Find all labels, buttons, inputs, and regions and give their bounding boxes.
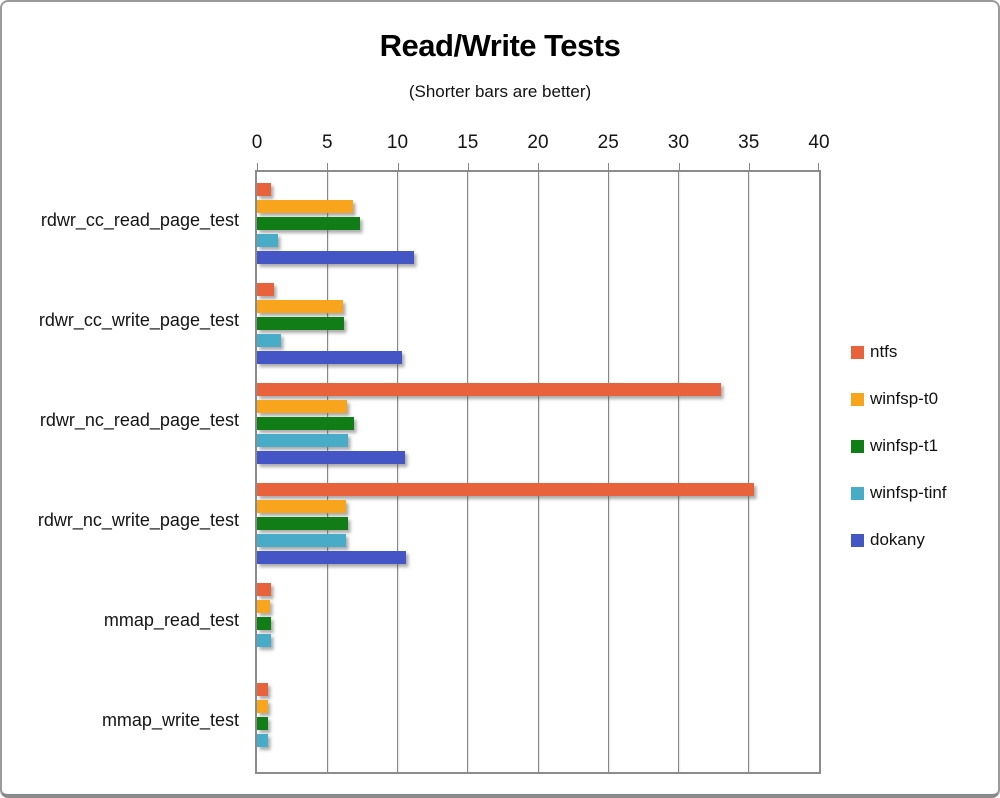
legend-label: ntfs bbox=[870, 342, 898, 361]
bar-winfsp-t0 bbox=[257, 400, 347, 413]
bar-winfsp-tinf bbox=[257, 634, 272, 647]
bar-winfsp-t0 bbox=[257, 700, 269, 713]
y-axis-category-label: rdwr_cc_read_page_test bbox=[40, 209, 239, 230]
category-band bbox=[257, 172, 819, 272]
bar-ntfs bbox=[257, 683, 269, 696]
gridline bbox=[326, 172, 328, 772]
x-axis-tick-label: 15 bbox=[457, 132, 479, 153]
bar-winfsp-tinf bbox=[257, 534, 346, 547]
category-band bbox=[257, 472, 819, 572]
bar-winfsp-t1 bbox=[257, 217, 360, 230]
bar-ntfs bbox=[257, 183, 272, 196]
legend-swatch-icon bbox=[851, 345, 864, 359]
x-axis: 0 5 10 15 20 25 30 35 40 bbox=[2, 132, 998, 156]
gridline bbox=[607, 172, 609, 772]
bar-dokany bbox=[257, 251, 415, 264]
chart-subtitle: (Shorter bars are better) bbox=[408, 82, 592, 101]
gridline bbox=[748, 172, 750, 772]
bar-dokany bbox=[257, 351, 402, 364]
axis-tick bbox=[397, 163, 399, 172]
axis-tick bbox=[538, 163, 539, 172]
legend-item-ntfs: ntfs bbox=[851, 342, 947, 362]
bar-winfsp-tinf bbox=[257, 334, 281, 347]
x-axis-tick-label: 25 bbox=[597, 132, 619, 153]
bar-winfsp-t1 bbox=[257, 617, 272, 630]
bar-winfsp-t1 bbox=[257, 517, 349, 530]
legend-item-winfsp-tinf: winfsp-tinf bbox=[851, 483, 947, 503]
legend-item-winfsp-t0: winfsp-t0 bbox=[851, 389, 947, 409]
axis-tick bbox=[608, 163, 610, 172]
bar-winfsp-t1 bbox=[257, 717, 269, 730]
chart-title: Read/Write Tests bbox=[379, 28, 621, 63]
legend-label: winfsp-t0 bbox=[870, 389, 939, 408]
bar-winfsp-t0 bbox=[257, 600, 270, 613]
legend-swatch-icon bbox=[851, 392, 864, 406]
x-axis-tick-label: 40 bbox=[808, 132, 830, 153]
x-axis-tick-label: 0 bbox=[251, 132, 263, 153]
bar-ntfs bbox=[257, 583, 272, 596]
bar-ntfs bbox=[257, 283, 274, 296]
bar-dokany bbox=[257, 451, 405, 464]
legend-item-winfsp-t1: winfsp-t1 bbox=[851, 436, 947, 456]
bar-winfsp-t0 bbox=[257, 200, 353, 213]
axis-tick bbox=[257, 163, 258, 172]
x-axis-tick-label: 10 bbox=[386, 132, 409, 153]
bar-ntfs bbox=[257, 383, 721, 396]
plot-area bbox=[255, 163, 821, 774]
bar-winfsp-t1 bbox=[257, 417, 354, 430]
category-band bbox=[257, 572, 819, 672]
gridline bbox=[678, 172, 679, 772]
x-axis-tick-label: 35 bbox=[738, 132, 760, 153]
axis-tick bbox=[678, 163, 680, 172]
legend-swatch-icon bbox=[851, 533, 864, 547]
category-band bbox=[257, 272, 819, 372]
bar-winfsp-tinf bbox=[257, 734, 269, 747]
bar-winfsp-t0 bbox=[257, 300, 343, 313]
gridline bbox=[397, 172, 398, 772]
x-axis-tick-label: 5 bbox=[321, 132, 333, 153]
category-band bbox=[257, 372, 819, 472]
x-axis-tick-label: 20 bbox=[527, 132, 549, 153]
gridline bbox=[537, 172, 539, 772]
legend: ntfs winfsp-t0 winfsp-t1 winfsp-tinf dokany bbox=[851, 342, 947, 550]
legend-label: winfsp-tinf bbox=[870, 483, 947, 502]
bar-winfsp-tinf bbox=[257, 234, 279, 247]
x-axis-tick-label: 30 bbox=[667, 132, 690, 153]
gridline bbox=[467, 172, 469, 772]
bar-dokany bbox=[257, 551, 406, 564]
bar-winfsp-t0 bbox=[257, 500, 346, 513]
y-axis-category-label: mmap_write_test bbox=[101, 709, 239, 730]
bar-ntfs bbox=[257, 483, 755, 496]
axis-tick bbox=[748, 163, 750, 172]
category-band bbox=[257, 672, 819, 772]
y-axis-category-label: rdwr_cc_write_page_test bbox=[38, 309, 239, 330]
axis-tick bbox=[467, 163, 469, 172]
y-axis-category-label: rdwr_nc_read_page_test bbox=[39, 409, 239, 430]
axis-tick bbox=[818, 163, 819, 172]
bar-winfsp-tinf bbox=[257, 434, 349, 447]
legend-label: winfsp-t1 bbox=[870, 436, 939, 455]
legend-label: dokany bbox=[870, 530, 925, 549]
legend-swatch-icon bbox=[851, 486, 864, 500]
legend-swatch-icon bbox=[851, 439, 864, 453]
bar-winfsp-t1 bbox=[257, 317, 345, 330]
y-axis-category-label: rdwr_nc_write_page_test bbox=[37, 509, 239, 530]
y-axis-category-label: mmap_read_test bbox=[103, 609, 239, 630]
legend-item-dokany: dokany bbox=[851, 530, 947, 550]
axis-tick bbox=[327, 163, 329, 172]
